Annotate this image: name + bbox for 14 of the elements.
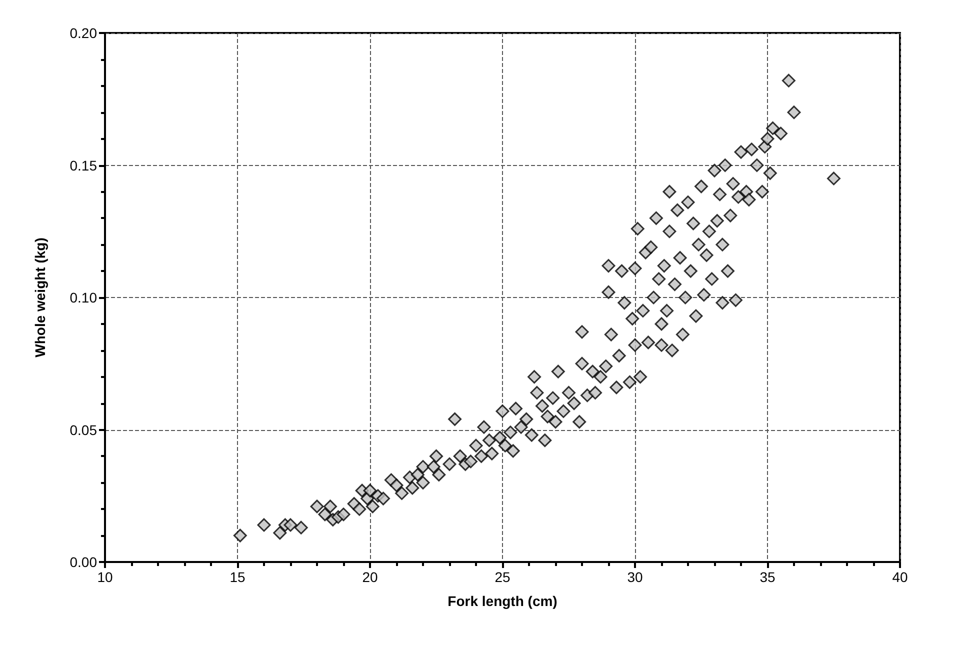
y-tick-label: 0.05 bbox=[70, 422, 98, 438]
y-tick-label: 0.15 bbox=[70, 157, 98, 174]
x-tick-label: 35 bbox=[760, 569, 776, 585]
x-tick-label: 20 bbox=[362, 569, 378, 585]
y-tick-label: 0.00 bbox=[70, 554, 98, 570]
y-tick-label: 0.20 bbox=[70, 25, 98, 41]
y-tick-label: 0.10 bbox=[70, 290, 98, 306]
x-tick-label: 10 bbox=[97, 569, 113, 585]
x-tick-label: 15 bbox=[230, 569, 246, 585]
x-tick-label: 40 bbox=[892, 569, 908, 585]
x-tick-label: 30 bbox=[627, 569, 643, 585]
x-tick-label: 25 bbox=[494, 569, 510, 585]
y-axis-title: Whole weight (kg) bbox=[32, 238, 48, 358]
x-axis-title: Fork length (cm) bbox=[448, 593, 558, 609]
